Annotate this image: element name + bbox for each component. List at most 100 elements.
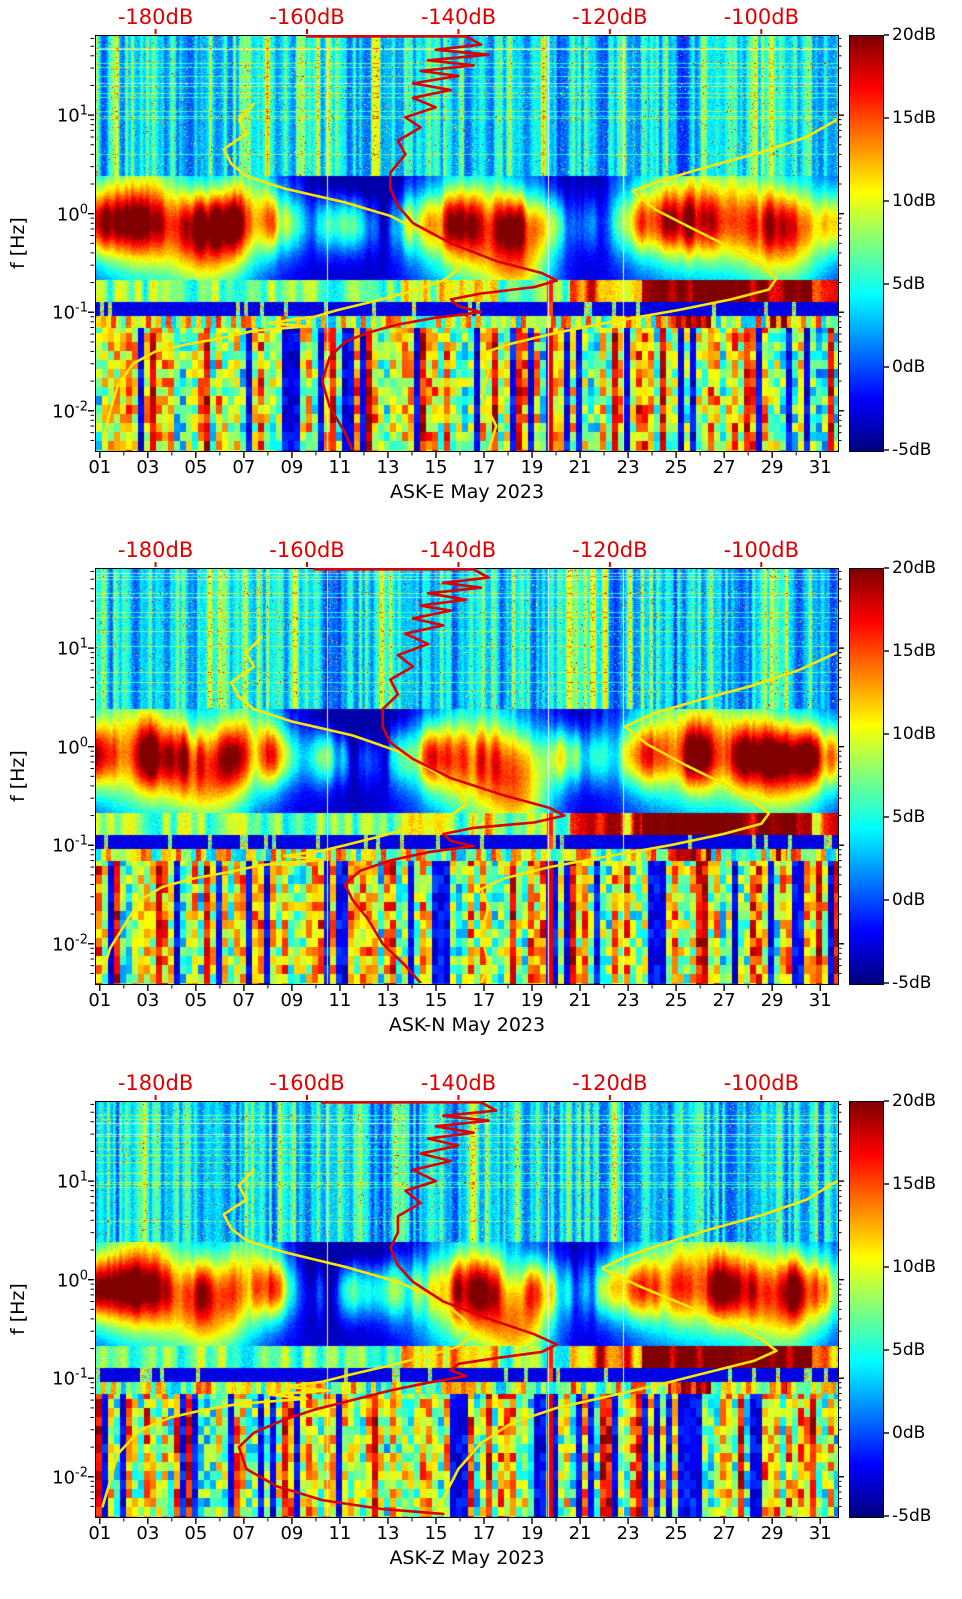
x-tick-label: 03 (136, 1523, 160, 1544)
x-axis-label: ASK-E May 2023 (389, 481, 545, 503)
x-tick-label: 13 (376, 990, 400, 1011)
colorbar-tick-label: 5dB (892, 274, 926, 294)
colorbar (849, 35, 884, 452)
x-tick-label: 11 (328, 457, 352, 478)
y-tick-label: 100 (56, 202, 88, 226)
x-tick-label: 17 (472, 1523, 496, 1544)
x-tick-label: 19 (520, 990, 544, 1011)
y-tick-label: 101 (56, 1169, 88, 1193)
x-tick-label: 11 (328, 1523, 352, 1544)
colorbar-tick-label: 15dB (892, 641, 937, 661)
x-tick-label: 11 (328, 990, 352, 1011)
colorbar-tick-label: 15dB (892, 1174, 937, 1194)
top-axis-tick-label: -100dB (723, 5, 799, 29)
x-tick-label: 25 (664, 1523, 688, 1544)
y-tick-label: 100 (56, 1268, 88, 1292)
colorbar-tick-label: 20dB (892, 25, 937, 45)
top-axis-tick-label: -140dB (420, 538, 497, 562)
y-tick-label: 10-1 (52, 833, 88, 857)
top-axis-tick-label: -180dB (117, 538, 194, 562)
x-tick-label: 09 (280, 457, 304, 478)
y-tick-label: 10-2 (52, 399, 88, 423)
colorbar-tick-label: 20dB (892, 1091, 937, 1111)
y-tick-label: 10-2 (52, 932, 88, 956)
spectrogram-canvas (96, 569, 838, 984)
colorbar-gradient (850, 569, 883, 984)
x-tick-label: 31 (808, 990, 832, 1011)
x-tick-label: 25 (664, 990, 688, 1011)
top-axis-tick-label: -140dB (420, 5, 497, 29)
top-axis-tick-label: -140dB (420, 1071, 497, 1095)
colorbar-tick-label: 10dB (892, 1257, 937, 1277)
x-tick-label: 29 (760, 990, 784, 1011)
colorbar-tick-label: 5dB (892, 1340, 926, 1360)
y-tick-label: 10-2 (52, 1465, 88, 1489)
spectrogram-canvas (96, 36, 838, 451)
top-axis-tick-label: -160dB (269, 538, 345, 562)
top-axis-tick-label: -120dB (572, 538, 648, 562)
x-axis-label: ASK-Z May 2023 (389, 1547, 545, 1569)
x-tick-label: 03 (136, 990, 160, 1011)
top-axis-tick-label: -120dB (572, 1071, 648, 1095)
colorbar-tick-label: 15dB (892, 108, 937, 128)
y-tick-label: 100 (56, 735, 88, 759)
x-tick-label: 03 (136, 457, 160, 478)
y-tick-label: 10-1 (52, 1366, 88, 1390)
x-tick-label: 09 (280, 990, 304, 1011)
y-tick-label: 101 (56, 636, 88, 660)
x-tick-label: 15 (424, 1523, 448, 1544)
x-tick-label: 23 (616, 457, 640, 478)
spectrogram-panel-ask-z: f [Hz] -180dB -160dB -140dB -120dB -100dB 01… (0, 1066, 962, 1599)
x-tick-label: 21 (568, 457, 592, 478)
spectrogram-plot (95, 1101, 839, 1518)
colorbar-tick-label: 10dB (892, 191, 937, 211)
colorbar (849, 568, 884, 985)
top-axis-tick-label: -180dB (117, 5, 194, 29)
top-axis-tick-label: -160dB (269, 1071, 345, 1095)
top-axis-tick-label: -120dB (572, 5, 648, 29)
x-tick-label: 27 (712, 990, 736, 1011)
top-axis-tick-label: -180dB (117, 1071, 194, 1095)
x-tick-label: 07 (232, 1523, 256, 1544)
x-tick-label: 29 (760, 1523, 784, 1544)
colorbar-gradient (850, 36, 883, 451)
x-tick-label: 21 (568, 990, 592, 1011)
x-tick-label: 05 (184, 990, 208, 1011)
x-tick-label: 19 (520, 457, 544, 478)
y-tick-label: 10-1 (52, 300, 88, 324)
top-axis-tick-label: -100dB (723, 1071, 799, 1095)
colorbar (849, 1101, 884, 1518)
x-tick-label: 21 (568, 1523, 592, 1544)
colorbar-tick-label: 20dB (892, 558, 937, 578)
colorbar-gradient (850, 1102, 883, 1517)
x-tick-label: 31 (808, 457, 832, 478)
colorbar-tick-label: 0dB (892, 890, 926, 910)
top-axis-tick-label: -100dB (723, 538, 799, 562)
x-tick-label: 07 (232, 457, 256, 478)
y-axis-label: f [Hz] (7, 1283, 29, 1336)
x-tick-label: 19 (520, 1523, 544, 1544)
x-tick-label: 01 (88, 457, 112, 478)
x-tick-label: 13 (376, 457, 400, 478)
colorbar-tick-label: 10dB (892, 724, 937, 744)
x-tick-label: 29 (760, 457, 784, 478)
x-tick-label: 27 (712, 1523, 736, 1544)
colorbar-tick-label: -5dB (892, 440, 932, 460)
spectrogram-panel-ask-e: f [Hz] -180dB -160dB -140dB -120dB -100dB 01… (0, 0, 962, 533)
x-tick-label: 05 (184, 1523, 208, 1544)
x-tick-label: 01 (88, 1523, 112, 1544)
y-tick-label: 101 (56, 103, 88, 127)
colorbar-tick-label: 0dB (892, 357, 926, 377)
x-tick-label: 09 (280, 1523, 304, 1544)
colorbar-tick-label: -5dB (892, 1506, 932, 1526)
x-tick-label: 31 (808, 1523, 832, 1544)
x-tick-label: 27 (712, 457, 736, 478)
spectrogram-canvas (96, 1102, 838, 1517)
spectrogram-plot (95, 35, 839, 452)
x-tick-label: 23 (616, 1523, 640, 1544)
y-axis-label: f [Hz] (7, 750, 29, 803)
x-tick-label: 25 (664, 457, 688, 478)
x-axis-label: ASK-N May 2023 (388, 1014, 546, 1036)
x-tick-label: 15 (424, 457, 448, 478)
